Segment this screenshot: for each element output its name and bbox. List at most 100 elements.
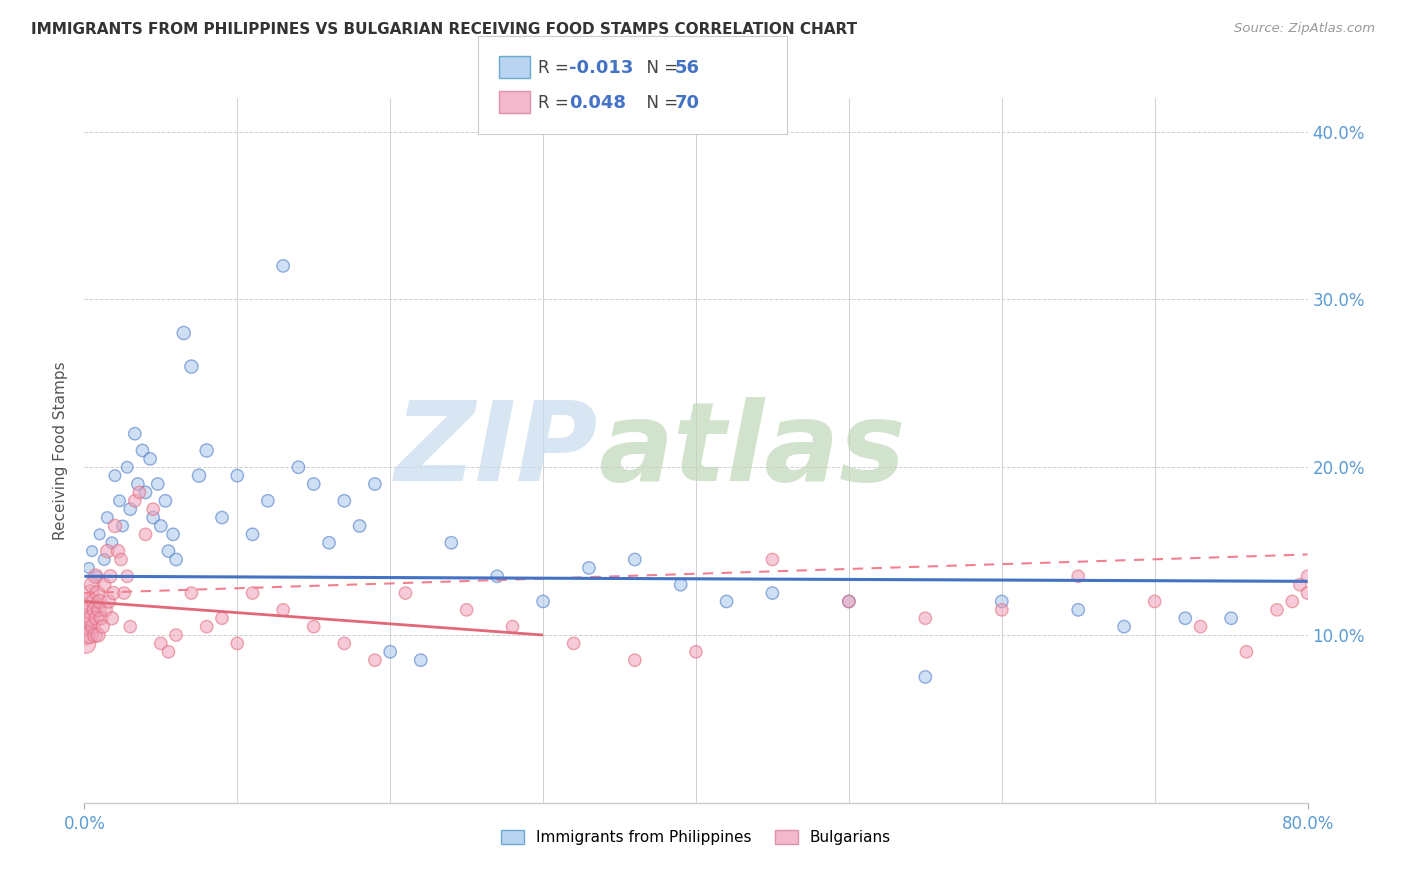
Point	[333, 636, 356, 650]
Point	[112, 586, 135, 600]
Point	[84, 628, 107, 642]
Point	[226, 636, 249, 650]
Point	[157, 544, 180, 558]
Point	[87, 628, 110, 642]
Text: Source: ZipAtlas.com: Source: ZipAtlas.com	[1234, 22, 1375, 36]
Point	[84, 569, 107, 583]
Point	[302, 477, 325, 491]
Point	[257, 493, 280, 508]
Point	[83, 603, 105, 617]
Point	[135, 527, 157, 541]
Point	[173, 326, 195, 340]
Point	[1067, 569, 1090, 583]
Point	[1296, 569, 1319, 583]
Point	[162, 527, 184, 541]
Point	[89, 594, 111, 608]
Point	[914, 670, 936, 684]
Point	[127, 477, 149, 491]
Point	[142, 510, 165, 524]
Point	[76, 611, 98, 625]
Point	[1220, 611, 1243, 625]
Point	[115, 569, 138, 583]
Point	[318, 535, 340, 549]
Point	[139, 451, 162, 466]
Point	[79, 628, 101, 642]
Text: N =: N =	[636, 59, 683, 77]
Point	[108, 493, 131, 508]
Point	[456, 603, 478, 617]
Point	[991, 594, 1014, 608]
Point	[96, 544, 118, 558]
Point	[364, 653, 387, 667]
Point	[195, 443, 218, 458]
Point	[80, 611, 103, 625]
Point	[120, 619, 142, 633]
Point	[761, 552, 783, 566]
Point	[120, 502, 142, 516]
Point	[124, 493, 146, 508]
Point	[914, 611, 936, 625]
Text: N =: N =	[636, 94, 683, 112]
Point	[87, 603, 110, 617]
Point	[76, 619, 98, 633]
Point	[242, 527, 264, 541]
Point	[180, 586, 202, 600]
Point	[486, 569, 509, 583]
Point	[96, 510, 118, 524]
Point	[991, 603, 1014, 617]
Point	[86, 586, 108, 600]
Point	[149, 519, 172, 533]
Legend: Immigrants from Philippines, Bulgarians: Immigrants from Philippines, Bulgarians	[495, 824, 897, 852]
Text: atlas: atlas	[598, 397, 905, 504]
Point	[77, 603, 100, 617]
Y-axis label: Receiving Food Stamps: Receiving Food Stamps	[53, 361, 69, 540]
Point	[1236, 645, 1258, 659]
Point	[91, 619, 114, 633]
Point	[761, 586, 783, 600]
Point	[271, 259, 294, 273]
Point	[135, 485, 157, 500]
Point	[380, 645, 402, 659]
Point	[75, 636, 97, 650]
Point	[89, 527, 111, 541]
Point	[1067, 603, 1090, 617]
Point	[211, 510, 233, 524]
Point	[364, 477, 387, 491]
Point	[1189, 619, 1212, 633]
Point	[149, 636, 172, 650]
Point	[115, 460, 138, 475]
Point	[226, 468, 249, 483]
Text: ZIP: ZIP	[395, 397, 598, 504]
Point	[333, 493, 356, 508]
Point	[188, 468, 211, 483]
Point	[1289, 577, 1312, 591]
Point	[669, 577, 692, 591]
Point	[195, 619, 218, 633]
Point	[838, 594, 860, 608]
Point	[90, 611, 112, 625]
Point	[685, 645, 707, 659]
Point	[394, 586, 416, 600]
Point	[211, 611, 233, 625]
Point	[838, 594, 860, 608]
Text: 0.048: 0.048	[569, 94, 627, 112]
Text: R =: R =	[538, 94, 575, 112]
Text: 56: 56	[675, 59, 700, 77]
Point	[242, 586, 264, 600]
Point	[562, 636, 585, 650]
Point	[80, 544, 103, 558]
Point	[77, 594, 100, 608]
Point	[104, 468, 127, 483]
Point	[146, 477, 169, 491]
Point	[142, 502, 165, 516]
Point	[94, 603, 117, 617]
Point	[98, 569, 121, 583]
Point	[110, 552, 132, 566]
Point	[97, 594, 120, 608]
Point	[155, 493, 177, 508]
Point	[131, 443, 153, 458]
Point	[79, 586, 101, 600]
Point	[124, 426, 146, 441]
Point	[86, 611, 108, 625]
Point	[624, 653, 647, 667]
